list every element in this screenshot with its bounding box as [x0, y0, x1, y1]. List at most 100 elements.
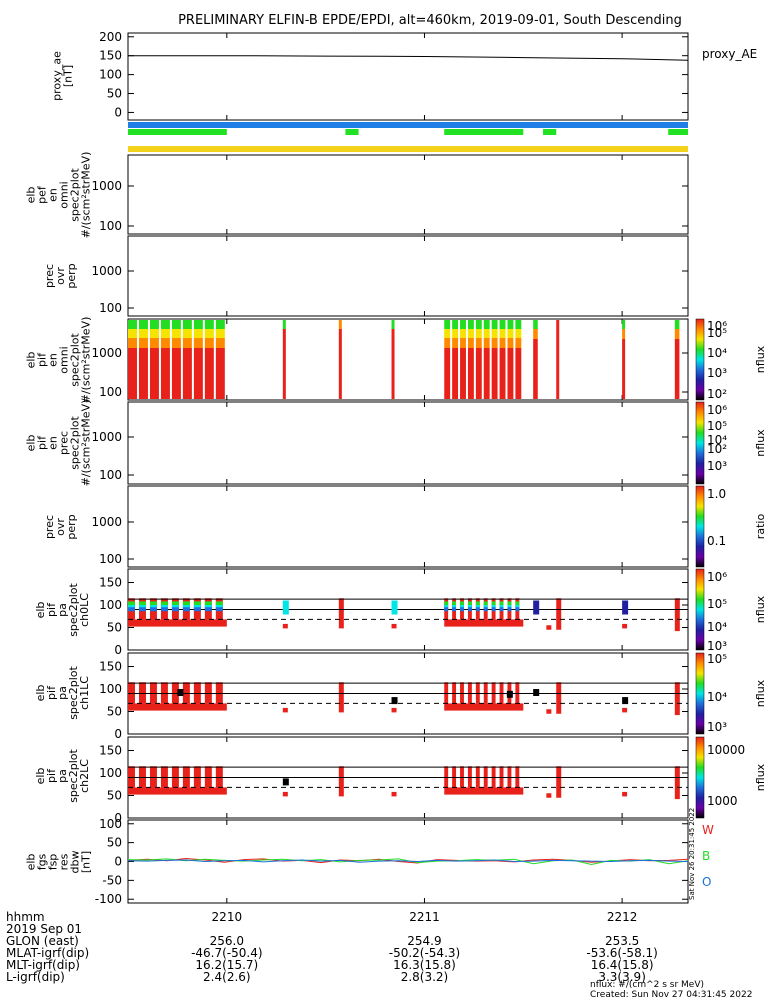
pif-omni-spec-cell: [171, 348, 181, 399]
pa-ch0-color-cell: [138, 601, 146, 606]
pa-ch0-color-cell: [491, 607, 496, 612]
pa-ch2-pa-block: [491, 766, 496, 788]
cb-pif-omni-tick: 10⁴: [707, 346, 727, 360]
cb-pif-omni-bar: [695, 318, 705, 401]
pa-ch1-tick-label: 150: [99, 660, 122, 674]
pa-ch1-pa-block-base: [128, 703, 227, 711]
pif-omni-spec-cell: [460, 329, 466, 338]
pif-omni-spec-cell: [533, 320, 538, 329]
pa-ch0-color-cell: [182, 605, 190, 609]
pa-ch0-color-cell: [452, 607, 457, 612]
pif-omni-spec-cell: [507, 320, 514, 329]
pa-ch0-color-cell: [491, 601, 496, 606]
status-bar-bar_green: [543, 129, 557, 135]
status-bar-bar_green: [668, 129, 688, 135]
pif-omni-spec-cell: [171, 338, 181, 348]
pef-prec-ylabel-line: perp: [65, 263, 78, 288]
pif-omni-tick-label: 1000: [91, 346, 122, 360]
pif-prec-ylabel-line: prec: [58, 431, 71, 455]
pif-omni-spec-cell: [622, 320, 626, 329]
pif-prec-tick-label: 1000: [91, 430, 122, 444]
cb-pif-omni-tick: 10⁶: [707, 319, 727, 333]
pa-ch0-color-cell: [171, 607, 179, 612]
cb-pif-omni-label-text: nflux: [754, 345, 767, 373]
pef-omni-ylabel-line: elb: [25, 187, 38, 204]
status-bar-bar_green: [444, 129, 524, 135]
pa-ch0-color-cell: [507, 605, 512, 609]
fgs-ylabel-line: [nT]: [80, 851, 93, 873]
status-bar-bar_yellow: [128, 146, 688, 152]
pif-omni-spec-cell: [149, 329, 159, 338]
pif-omni-spec-cell: [204, 348, 214, 399]
pa-ch1-pa-block: [452, 682, 457, 704]
pa-ch1-dark-spot: [622, 697, 629, 705]
cb-pif-prec-tick: 10⁶: [707, 403, 727, 417]
pif-prec-ylabel-line: spec2plot: [69, 416, 82, 470]
cb-pif-ratio-label: ratio: [754, 514, 767, 540]
pa-ch1-pa-block: [160, 682, 168, 704]
pif-omni-spec-cell: [460, 320, 466, 329]
pa-ch2-pa-column: [338, 766, 344, 797]
pif-omni-ylabel-line: elb: [25, 352, 38, 369]
pa-ch0-color-cell: [138, 607, 146, 612]
pif-omni-ylabel-line: spec2plot: [69, 333, 82, 387]
panels: 050100150200proxy_ae[nT]proxy_AE1001000e…: [25, 30, 758, 906]
cb-pif-ratio-label-text: ratio: [754, 514, 767, 540]
pa-ch2-ylabel-line: ch2LC: [78, 759, 91, 793]
pa-ch1-pa-block: [215, 682, 223, 704]
pif-omni-spec-cell: [193, 329, 203, 338]
pa-ch0-color-cell: [460, 607, 464, 612]
pif-omni-spec-cell: [138, 329, 148, 338]
pa-ch1-pa-block: [182, 682, 190, 704]
cb-pa-ch2-label: nflux: [754, 763, 767, 791]
pa-ch2-ylabel-line: elb: [34, 768, 47, 785]
created-timestamp: Created: Sun Nov 27 04:31:45 2022: [590, 990, 752, 1000]
pif-omni-spec-cell: [128, 348, 137, 399]
pef-omni-ylabel-line: en: [47, 188, 60, 202]
xaxis-row-value: 254.9: [407, 934, 441, 948]
pa-ch0-pa-column: [556, 598, 562, 630]
pa-ch2-pa-block: [515, 766, 520, 788]
pif-omni-spec-cell: [204, 320, 214, 329]
pif-ratio-frame: [127, 485, 689, 568]
pif-omni-spec-cell: [556, 320, 560, 399]
proxy-ae-ylabel: proxy_ae[nT]: [51, 51, 75, 101]
pa-ch0-pa-small: [546, 625, 552, 630]
pef-omni-ylabel-line: #/(scm²strMeV): [80, 152, 93, 239]
pa-ch0-pa-small: [282, 623, 288, 629]
proxy-ae-tick-label: 100: [99, 68, 122, 82]
cb-pa-ch0-tick: 10⁴: [707, 620, 727, 634]
cb-pif-omni-tick: 10³: [707, 366, 727, 380]
pa-ch2-pa-column: [674, 766, 680, 800]
pif-omni-spec-cell: [149, 348, 159, 399]
pif-omni-spec-cell: [467, 329, 474, 338]
pif-omni-spec-cell: [475, 329, 482, 338]
pa-ch1-tick-label: 50: [107, 705, 122, 719]
pif-omni-spec-cell: [452, 338, 459, 348]
pif-omni-spec-cell: [215, 348, 225, 399]
pa-ch1-ylabel-line: elb: [34, 685, 47, 702]
pa-ch0-pa-block-base: [444, 619, 524, 627]
cb-pa-ch1-tick: 10³: [707, 720, 727, 734]
pif-omni-spec-cell: [533, 339, 538, 399]
pef-prec-ylabel-line: ovr: [54, 267, 67, 285]
pa-ch0-ylabel-line: spec2plot: [67, 583, 80, 637]
pa-ch1-dark-spot: [533, 689, 540, 696]
status-bar-bar_green: [345, 129, 359, 135]
pa-ch0-color-cell: [215, 601, 223, 606]
pa-ch2-pa-block: [499, 766, 504, 788]
pif-omni-spec-cell: [475, 338, 482, 348]
pa-ch0-tick-label: 150: [99, 576, 122, 590]
pa-ch0-color-cell: [138, 605, 146, 609]
pa-ch0-color-cell: [182, 607, 190, 612]
pif-omni-spec-cell: [499, 348, 506, 399]
pa-ch1-pa-block: [204, 682, 212, 704]
pa-ch0-color-cell: [507, 607, 512, 612]
pif-omni-spec-cell: [160, 348, 170, 399]
